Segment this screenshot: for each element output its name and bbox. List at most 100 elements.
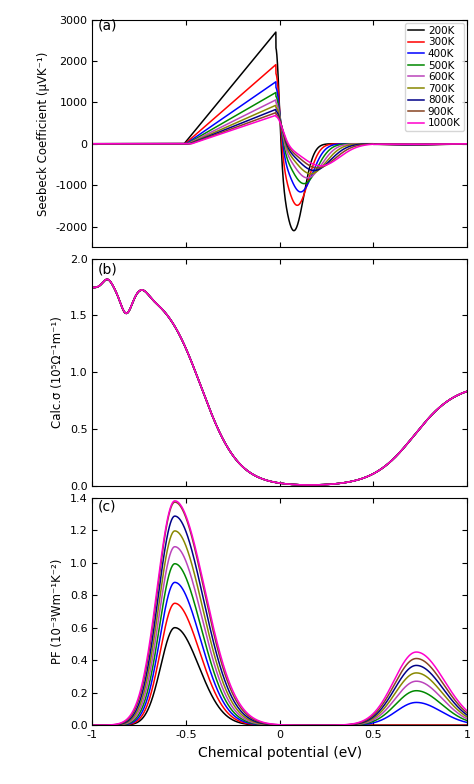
400K xyxy=(273,77,279,86)
300K xyxy=(90,139,95,148)
X-axis label: Chemical potential (eV): Chemical potential (eV) xyxy=(198,746,362,760)
400K xyxy=(417,140,422,149)
400K xyxy=(155,139,160,148)
1000K xyxy=(132,139,138,148)
1000K xyxy=(233,124,239,133)
200K xyxy=(417,140,422,150)
300K xyxy=(132,139,138,148)
500K xyxy=(90,139,95,148)
300K xyxy=(249,81,255,90)
900K xyxy=(90,139,95,148)
400K xyxy=(457,140,463,149)
200K xyxy=(273,27,279,37)
1000K xyxy=(318,162,324,171)
Text: (c): (c) xyxy=(98,499,117,514)
Line: 700K: 700K xyxy=(92,105,467,174)
700K xyxy=(273,100,279,110)
500K xyxy=(132,139,138,148)
700K xyxy=(155,139,160,148)
500K xyxy=(233,111,239,120)
600K xyxy=(132,139,138,148)
800K xyxy=(233,121,239,130)
700K xyxy=(457,140,463,149)
500K xyxy=(417,140,422,149)
700K xyxy=(233,118,239,128)
200K xyxy=(155,139,160,148)
700K xyxy=(249,111,255,121)
300K xyxy=(273,60,279,69)
400K xyxy=(90,139,95,148)
300K xyxy=(457,140,463,149)
1000K xyxy=(90,139,95,148)
600K xyxy=(155,139,160,148)
200K xyxy=(249,56,255,66)
400K xyxy=(233,104,239,114)
600K xyxy=(464,139,470,148)
700K xyxy=(90,139,95,148)
700K xyxy=(464,139,470,148)
800K xyxy=(132,139,138,148)
600K xyxy=(233,115,239,125)
800K xyxy=(155,139,160,148)
700K xyxy=(308,169,313,179)
800K xyxy=(417,140,422,149)
600K xyxy=(457,140,463,149)
900K xyxy=(233,122,239,132)
Line: 300K: 300K xyxy=(92,64,467,205)
Line: 500K: 500K xyxy=(92,93,467,183)
Y-axis label: Calc.σ (10⁵Ω⁻¹m⁻¹): Calc.σ (10⁵Ω⁻¹m⁻¹) xyxy=(51,317,64,428)
600K xyxy=(249,107,255,116)
200K xyxy=(90,139,95,148)
400K xyxy=(298,187,303,197)
700K xyxy=(417,140,422,149)
Line: 1000K: 1000K xyxy=(92,115,467,166)
Line: 900K: 900K xyxy=(92,113,467,168)
200K xyxy=(132,139,138,148)
Text: (b): (b) xyxy=(98,263,118,277)
500K xyxy=(457,140,463,149)
900K xyxy=(132,139,138,148)
300K xyxy=(464,140,470,149)
200K xyxy=(464,140,470,149)
300K xyxy=(417,140,422,150)
Line: 400K: 400K xyxy=(92,82,467,192)
800K xyxy=(457,140,463,149)
600K xyxy=(90,139,95,148)
Y-axis label: PF (10⁻³Wm⁻¹K⁻²): PF (10⁻³Wm⁻¹K⁻²) xyxy=(51,559,64,664)
200K xyxy=(233,76,239,85)
Line: 800K: 800K xyxy=(92,110,467,170)
900K xyxy=(155,139,160,148)
800K xyxy=(90,139,95,148)
300K xyxy=(233,95,239,104)
1000K xyxy=(457,140,463,149)
Line: 600K: 600K xyxy=(92,100,467,178)
500K xyxy=(273,88,279,97)
1000K xyxy=(464,139,470,148)
1000K xyxy=(249,118,255,128)
1000K xyxy=(417,140,422,149)
400K xyxy=(249,93,255,103)
Y-axis label: Seebeck Coefficient (μVK⁻¹): Seebeck Coefficient (μVK⁻¹) xyxy=(37,51,50,216)
500K xyxy=(155,139,160,148)
900K xyxy=(249,117,255,126)
900K xyxy=(457,140,463,149)
400K xyxy=(132,139,138,148)
900K xyxy=(464,139,470,148)
800K xyxy=(311,165,317,175)
1000K xyxy=(155,139,160,148)
300K xyxy=(294,201,300,210)
800K xyxy=(249,114,255,124)
900K xyxy=(417,140,422,149)
800K xyxy=(273,105,279,114)
Legend: 200K, 300K, 400K, 500K, 600K, 700K, 800K, 900K, 1000K: 200K, 300K, 400K, 500K, 600K, 700K, 800K… xyxy=(405,23,464,132)
500K xyxy=(249,101,255,111)
400K xyxy=(464,140,470,149)
200K xyxy=(291,226,297,235)
900K xyxy=(315,163,320,172)
300K xyxy=(155,139,160,148)
600K xyxy=(273,95,279,104)
Line: 200K: 200K xyxy=(92,32,467,230)
900K xyxy=(273,108,279,118)
600K xyxy=(304,173,310,183)
700K xyxy=(132,139,138,148)
